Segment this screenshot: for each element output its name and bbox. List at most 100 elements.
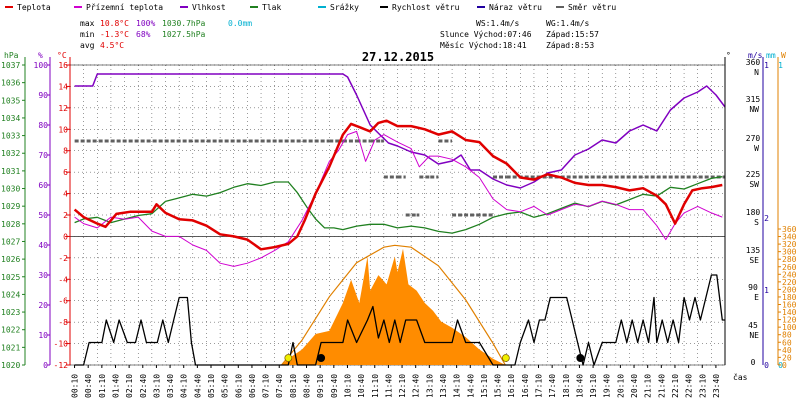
ms-tick-label: 0 <box>764 361 769 370</box>
time-tick-label: 15:10 <box>480 374 489 398</box>
time-tick-label: 13:10 <box>425 374 434 398</box>
hpa-tick-label: 1037 <box>1 61 20 70</box>
time-tick-label: 20:40 <box>630 374 639 398</box>
temp-tick-label: -4 <box>58 275 68 284</box>
temp-tick-label: 0 <box>63 232 68 241</box>
hpa-tick-label: 1020 <box>1 361 20 370</box>
time-tick-label: 21:40 <box>657 374 666 398</box>
time-tick-label: 10:40 <box>357 374 366 398</box>
legend-label: Rychlost větru <box>392 3 460 12</box>
stat-max-rain: 0.0mm <box>228 19 252 28</box>
hpa-tick-label: 1035 <box>1 96 20 105</box>
time-tick-label: 04:10 <box>180 374 189 398</box>
time-tick-label: 03:10 <box>152 374 161 398</box>
hpa-tick-label: 1026 <box>1 255 20 264</box>
pct-tick-label: 90 <box>38 91 48 100</box>
time-tick-label: 06:10 <box>234 374 243 398</box>
moon-marker <box>317 354 326 362</box>
stat-min-press: 1027.5hPa <box>162 30 206 39</box>
time-tick-label: 23:40 <box>712 374 721 398</box>
unit-deg: ° <box>726 51 731 60</box>
mm-tick-label: 0 <box>778 361 783 370</box>
moon-rise-text: Měsíc Východ:18:41 <box>440 41 527 50</box>
unit-wm2: W <box>781 51 786 60</box>
time-tick-label: 12:10 <box>398 374 407 398</box>
time-tick-label: 13:40 <box>439 374 448 398</box>
hpa-tick-label: 1023 <box>1 308 20 317</box>
legend-label: Náraz větru <box>489 3 542 12</box>
pct-tick-label: 40 <box>38 241 48 250</box>
chart-title: 27.12.2015 <box>362 50 434 64</box>
temp-tick-label: 8 <box>63 147 68 156</box>
temp-tick-label: 16 <box>58 61 68 70</box>
hpa-tick-label: 1027 <box>1 237 20 246</box>
wm2-tick-label: 240 <box>782 270 797 279</box>
ms-tick-label: 1 <box>764 286 769 295</box>
wm2-tick-label: 40 <box>782 346 792 355</box>
mm-tick-label: 1 <box>778 61 783 70</box>
wm2-tick-label: 120 <box>782 316 797 325</box>
wm2-tick-label: 200 <box>782 285 797 294</box>
time-tick-label: 06:40 <box>248 374 257 398</box>
sun-rise-text: Slunce Východ:07:46 <box>440 30 532 39</box>
temp-tick-label: 2 <box>63 211 68 220</box>
time-tick-label: 07:10 <box>262 374 271 398</box>
legend-label: Teplota <box>17 3 51 12</box>
dir-tick-label: 225 <box>746 170 761 179</box>
time-tick-label: 00:40 <box>84 374 93 398</box>
time-tick-label: 15:40 <box>494 374 503 398</box>
pct-tick-label: 20 <box>38 301 48 310</box>
sun-set-text: Západ:15:57 <box>546 30 599 39</box>
temp-tick-label: -6 <box>58 297 68 306</box>
axes: hPa% °C ° m/s mm Wčas103710361035103410331032… <box>1 51 797 398</box>
wm2-tick-label: 80 <box>782 331 792 340</box>
stat-avg-temp: 4.5°C <box>100 41 124 50</box>
unit-ms: m/s <box>748 51 763 60</box>
time-tick-label: 17:10 <box>535 374 544 398</box>
time-tick-label: 18:10 <box>562 374 571 398</box>
temp-tick-label: -8 <box>58 318 68 327</box>
hpa-tick-label: 1034 <box>1 114 20 123</box>
dir-tick-label: 45 <box>748 321 758 330</box>
time-tick-label: 12:40 <box>412 374 421 398</box>
temp-tick-label: 4 <box>63 190 68 199</box>
moon-set-text: Západ:8:53 <box>546 41 594 50</box>
stat-avg-label: avg <box>80 41 95 50</box>
time-tick-label: 00:10 <box>71 374 80 398</box>
time-tick-label: 23:10 <box>698 374 707 398</box>
stat-min-label: min <box>80 30 95 39</box>
hpa-tick-label: 1033 <box>1 132 20 141</box>
wm2-tick-label: 320 <box>782 240 797 249</box>
stat-max-hum: 100% <box>136 19 155 28</box>
hpa-tick-label: 1031 <box>1 167 20 176</box>
time-tick-label: 08:10 <box>289 374 298 398</box>
unit-temp: °C <box>57 51 67 60</box>
wm2-tick-label: 0 <box>782 361 787 370</box>
humidity-line <box>74 73 726 189</box>
hpa-tick-label: 1021 <box>1 343 20 352</box>
dir-compass-label: NE <box>749 331 759 340</box>
ms-tick-label: 1 <box>764 61 769 70</box>
temp-tick-label: 10 <box>58 125 68 134</box>
legend-label: Směr větru <box>568 3 616 12</box>
time-tick-label: 04:40 <box>193 374 202 398</box>
ground-temperature-line <box>74 130 723 267</box>
time-tick-label: 03:40 <box>166 374 175 398</box>
legend-label: Přízemní teplota <box>86 3 163 12</box>
pct-tick-label: 50 <box>38 211 48 220</box>
temp-tick-label: -10 <box>54 340 69 349</box>
temp-tick-label: -12 <box>54 361 69 370</box>
wm2-tick-label: 140 <box>782 308 797 317</box>
wm2-tick-label: 360 <box>782 225 797 234</box>
unit-hpa: hPa <box>4 51 19 60</box>
unit-pct: % <box>38 51 43 60</box>
time-tick-label: 01:40 <box>111 374 120 398</box>
time-tick-label: 05:10 <box>207 374 216 398</box>
chart-header: Teplota Přízemní teplota Vlhkost Tlak Srážky… <box>5 3 616 64</box>
time-tick-label: 11:40 <box>384 374 393 398</box>
time-tick-label: 22:10 <box>671 374 680 398</box>
wm2-tick-label: 280 <box>782 255 797 264</box>
time-tick-label: 09:40 <box>330 374 339 398</box>
time-tick-label: 05:40 <box>221 374 230 398</box>
dir-compass-label: N <box>754 68 759 77</box>
